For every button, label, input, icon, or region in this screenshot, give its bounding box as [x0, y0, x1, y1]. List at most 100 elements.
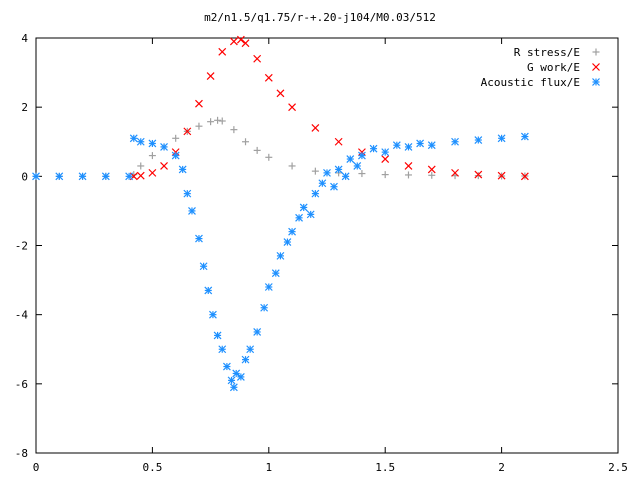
legend-label: G work/E [527, 61, 580, 74]
data-point [392, 141, 401, 150]
data-point [241, 39, 250, 48]
data-point [357, 151, 366, 160]
data-point [404, 162, 413, 170]
data-point [334, 137, 343, 146]
data-point [178, 165, 187, 174]
data-point [311, 167, 319, 175]
data-point [232, 369, 241, 378]
x-tick-label: 0 [33, 461, 40, 474]
data-point [318, 179, 327, 188]
y-tick-label: -8 [15, 447, 28, 460]
data-point [346, 155, 355, 163]
y-tick-label: -6 [15, 378, 28, 391]
data-point [264, 73, 273, 82]
data-point [242, 138, 250, 146]
data-point [229, 383, 238, 392]
legend-label: Acoustic flux/E [481, 76, 580, 89]
data-point [264, 283, 273, 291]
data-point [195, 99, 203, 108]
data-point [195, 234, 203, 243]
data-point [101, 172, 110, 181]
y-tick-label: -2 [15, 240, 28, 253]
series-layer [32, 35, 529, 392]
data-point [199, 262, 208, 271]
data-point [404, 143, 413, 151]
data-point [148, 152, 156, 160]
data-point [32, 172, 40, 181]
data-point [311, 123, 320, 132]
data-point [416, 139, 425, 148]
data-point [474, 136, 483, 144]
data-point [213, 331, 222, 340]
y-tick-label: 4 [21, 32, 28, 45]
series-0 [32, 116, 529, 180]
data-point [428, 171, 436, 179]
data-point [381, 171, 389, 179]
data-point [334, 165, 343, 174]
data-point [353, 162, 362, 170]
data-point [246, 345, 255, 354]
data-point [253, 328, 262, 336]
data-point [230, 126, 238, 134]
data-point [288, 227, 297, 236]
data-point [451, 137, 459, 146]
data-point [323, 168, 331, 177]
plot-frame [35, 37, 619, 454]
data-point [229, 37, 238, 46]
data-point [276, 89, 285, 98]
data-point [125, 172, 134, 181]
data-point [451, 168, 459, 177]
data-point [241, 355, 250, 364]
legend: R stress/E G work/E Acoustic flux/E [481, 46, 600, 89]
data-point [295, 213, 303, 222]
data-point [160, 162, 168, 170]
data-point [358, 170, 366, 178]
x-tick-label: 2.5 [608, 461, 628, 474]
y-tick-label: 0 [21, 170, 28, 183]
data-point [427, 165, 436, 174]
legend-marker [592, 63, 600, 71]
data-point [260, 303, 269, 312]
data-point [148, 139, 157, 148]
data-point [253, 54, 262, 63]
data-point [218, 117, 226, 125]
data-point [137, 162, 145, 170]
data-point [214, 116, 222, 124]
data-point [136, 137, 145, 146]
data-point [276, 251, 285, 260]
legend-marker [592, 48, 600, 56]
data-point [381, 155, 390, 163]
legend-marker [592, 78, 600, 86]
series-2 [32, 132, 529, 392]
x-tick-label: 1 [265, 461, 272, 474]
data-point [520, 132, 529, 141]
data-point [474, 172, 482, 180]
data-point [288, 103, 297, 112]
data-point [236, 372, 245, 381]
data-point [195, 122, 203, 130]
x-tick-label: 1.5 [375, 461, 395, 474]
data-point [474, 170, 483, 179]
data-point [136, 171, 145, 180]
data-point [78, 172, 87, 181]
data-point [55, 172, 64, 181]
data-point [311, 189, 320, 198]
data-point [299, 203, 308, 212]
y-tick-label: 2 [21, 101, 28, 114]
data-point [288, 162, 296, 170]
data-point [206, 72, 215, 80]
axes: 0 0.5 1 1.5 2 2.5 4 2 0 -2 -4 -6 -8 [15, 32, 628, 474]
data-point [330, 182, 338, 191]
data-point [183, 127, 192, 136]
data-point [265, 153, 273, 161]
data-point [520, 172, 529, 181]
data-point [497, 171, 506, 180]
data-point [236, 35, 245, 44]
series-1 [129, 35, 529, 181]
x-tick-label: 0.5 [142, 461, 162, 474]
data-point [218, 345, 227, 354]
data-point [497, 134, 506, 143]
data-point [253, 146, 261, 154]
data-point [209, 310, 217, 319]
